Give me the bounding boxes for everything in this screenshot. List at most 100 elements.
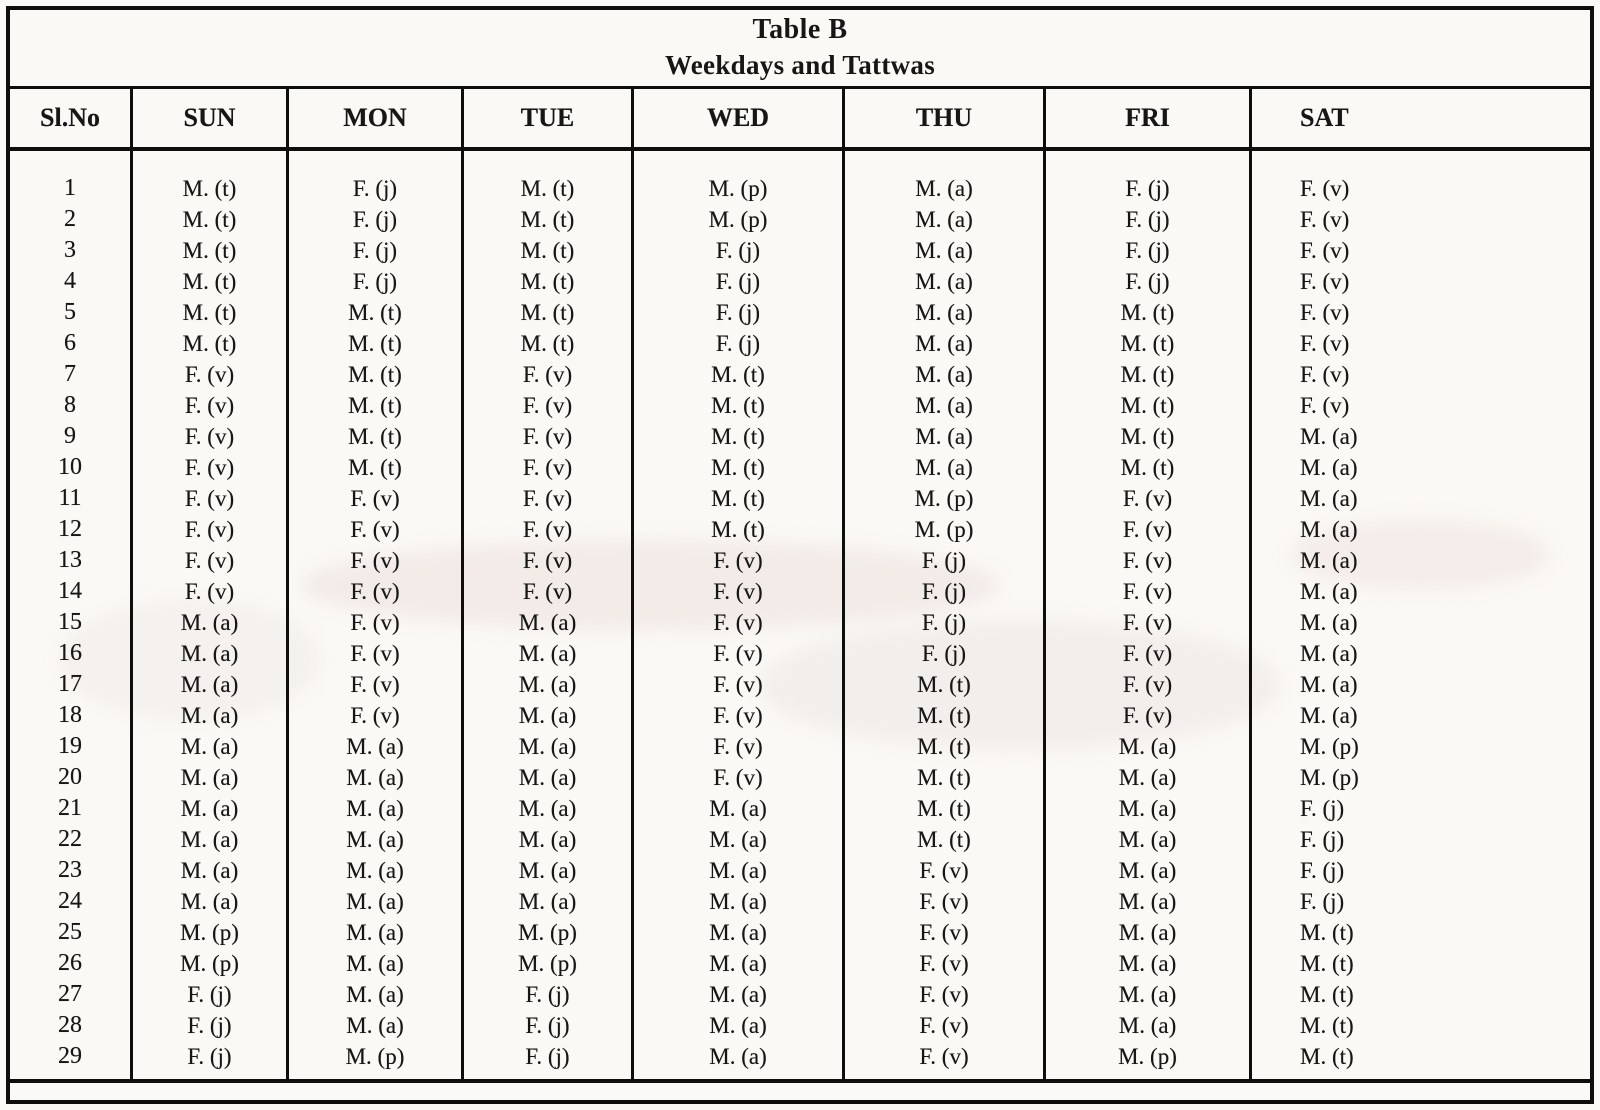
table-cell: M. (a) [1118, 765, 1177, 790]
row-number-cell: 28 [58, 1012, 82, 1038]
table-cell: F. (j) [525, 1013, 570, 1038]
table-cell: F. (v) [713, 765, 763, 790]
table-cell: F. (v) [522, 362, 573, 387]
table-cell: F. (v) [1300, 238, 1350, 263]
table-cell: F. (j) [715, 269, 761, 294]
column-header-tue: TUE [464, 89, 634, 147]
table-cell: M. (p) [180, 951, 239, 976]
table-column-thu: M. (a) M. (a) M. (a) M. (a) M. (a) M. (a) M. (… [845, 151, 1046, 1079]
table-cell: M. (a) [1118, 796, 1177, 821]
table-cell: M. (a) [1300, 455, 1358, 480]
table-cell: F. (j) [352, 207, 398, 232]
table-cell: F. (j) [1300, 889, 1345, 914]
column-header-fri: FRI [1046, 89, 1252, 147]
table-cell: M. (a) [915, 393, 973, 418]
table-subtitle: Weekdays and Tattwas [664, 50, 936, 80]
table-cell: F. (j) [352, 238, 398, 263]
table-cell: F. (j) [1300, 796, 1345, 821]
table-cell: F. (v) [350, 672, 400, 697]
table-cell: M. (a) [915, 207, 973, 232]
table-cell: M. (a) [1118, 1013, 1177, 1038]
table-cell: F. (v) [184, 455, 235, 480]
table-cell: M. (a) [709, 920, 767, 945]
table-cell: M. (a) [1300, 517, 1358, 542]
table-column-sl-no: 1 2 3 4 5 6 7 8 9 10 11 12 13 14 15 16 17 18 19 20 21 22 23 24 2… [10, 151, 133, 1079]
table-cell: M. (a) [346, 827, 404, 852]
weekdays-tattwas-table: Sl.No SUN MON TUE WED THU FRI SAT 1 2 3 4 5 6 7 8 9 10 11… [10, 86, 1590, 1083]
table-cell: F. (v) [522, 393, 573, 418]
table-cell: F. (v) [1122, 610, 1173, 635]
table-cell: F. (j) [187, 1013, 232, 1038]
row-number-cell: 29 [58, 1043, 82, 1069]
table-cell: M. (a) [709, 1013, 767, 1038]
row-number-cell: 27 [58, 981, 82, 1007]
table-cell: M. (a) [518, 889, 577, 914]
row-number-cell: 21 [58, 795, 82, 821]
table-cell: F. (v) [1122, 486, 1173, 511]
table-cell: F. (v) [522, 517, 573, 542]
table-cell: M. (a) [346, 796, 404, 821]
table-cell: M. (a) [180, 734, 239, 759]
table-cell: F. (v) [1300, 269, 1350, 294]
table-cell: F. (j) [352, 176, 398, 201]
table-cell: F. (v) [713, 548, 763, 573]
table-header-row: Sl.No SUN MON TUE WED THU FRI SAT [10, 86, 1590, 151]
table-cell: F. (j) [525, 982, 570, 1007]
table-cell: M. (t) [182, 331, 237, 356]
table-cell: M. (t) [520, 300, 575, 325]
table-cell: F. (j) [1125, 238, 1170, 263]
table-cell: F. (v) [919, 982, 969, 1007]
table-cell: M. (a) [1300, 424, 1358, 449]
table-cell: M. (a) [518, 641, 577, 666]
table-cell: M. (t) [1120, 455, 1175, 480]
table-cell: F. (j) [715, 238, 761, 263]
row-number-cell: 25 [58, 919, 82, 945]
table-cell: M. (a) [346, 858, 404, 883]
table-cell: F. (v) [1300, 176, 1350, 201]
table-cell: F. (v) [522, 579, 573, 604]
table-cell: M. (a) [915, 269, 973, 294]
table-cell: F. (j) [1300, 827, 1345, 852]
table-cell: F. (v) [350, 579, 400, 604]
table-cell: F. (v) [713, 610, 763, 635]
table-cell: M. (a) [180, 889, 239, 914]
table-cell: M. (a) [180, 672, 239, 697]
table-cell: F. (j) [1125, 269, 1170, 294]
table-cell: F. (v) [1300, 362, 1350, 387]
table-cell: M. (a) [1118, 920, 1177, 945]
row-number-cell: 14 [58, 578, 82, 604]
table-cell: M. (p) [1300, 734, 1359, 759]
table-cell: M. (p) [518, 951, 577, 976]
table-cell: F. (v) [1300, 300, 1350, 325]
table-cell: M. (t) [348, 424, 402, 449]
table-cell: F. (v) [1122, 517, 1173, 542]
table-cell: M. (a) [915, 424, 973, 449]
table-cell: M. (p) [914, 517, 974, 542]
table-cell: F. (v) [184, 486, 235, 511]
table-cell: M. (a) [709, 827, 767, 852]
table-cell: M. (p) [1300, 765, 1359, 790]
table-cell: F. (v) [522, 424, 573, 449]
row-number-cell: 1 [64, 175, 76, 201]
column-header-thu: THU [845, 89, 1046, 147]
table-cell: M. (a) [518, 827, 577, 852]
table-cell: M. (t) [711, 486, 765, 511]
table-cell: M. (a) [346, 951, 404, 976]
table-cell: M. (p) [708, 176, 768, 201]
table-column-wed: M. (p) M. (p) F. (j) F. (j) F. (j) F. (j) M. (… [634, 151, 845, 1079]
table-cell: M. (a) [709, 889, 767, 914]
table-cell: M. (a) [915, 362, 973, 387]
table-cell: M. (t) [917, 796, 971, 821]
table-cell: M. (t) [182, 269, 237, 294]
table-cell: F. (j) [1125, 207, 1170, 232]
table-cell: M. (a) [1118, 982, 1177, 1007]
row-number-cell: 4 [64, 268, 76, 294]
table-cell: M. (t) [1300, 920, 1354, 945]
table-cell: M. (p) [518, 920, 577, 945]
row-number-cell: 17 [58, 671, 82, 697]
column-header-sun: SUN [133, 89, 289, 147]
table-cell: M. (t) [520, 331, 575, 356]
table-cell: M. (a) [180, 610, 239, 635]
table-cell: F. (v) [919, 1013, 969, 1038]
